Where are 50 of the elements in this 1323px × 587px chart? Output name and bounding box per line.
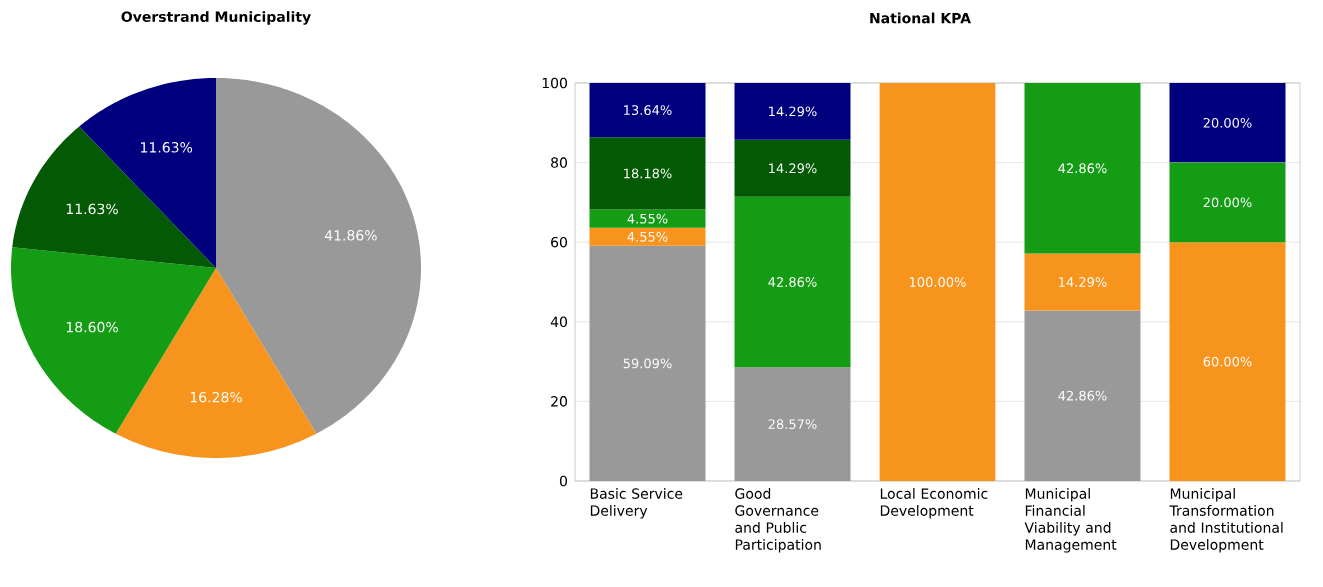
bar [1169,162,1286,243]
bar [879,82,996,481]
data-label: 11.63% [141,142,193,153]
data-label: 18.60% [66,321,118,333]
bar [734,82,851,140]
data-label: 11.63% [66,203,118,215]
y-tick-label: 100 [542,77,567,89]
data-label: 28.57% [768,419,817,430]
data-label: 60.00% [1203,356,1252,367]
y-tick-label: 60 [551,236,567,248]
y-tick-label: 0 [559,475,567,487]
data-label: 20.00% [1203,197,1252,208]
bar [589,137,706,210]
x-tick-label: Basic Service Delivery [590,488,683,519]
data-label: 20.00% [1203,117,1252,128]
bar [734,196,851,368]
data-label: 4.55% [627,213,668,224]
x-tick-label: Good Governance and Public Participation [735,488,821,553]
data-label: 18.18% [624,168,672,179]
data-label: 14.29% [769,163,817,174]
data-label: 41.86% [324,230,377,241]
data-label: 14.29% [1059,277,1107,287]
y-tick-label: 20 [551,396,567,407]
bar [589,245,706,481]
bar [1169,242,1286,481]
bar [734,139,851,197]
data-label: 59.09% [623,358,672,369]
bar [1024,310,1141,481]
bar [1024,253,1141,311]
chart-title: Overstrand Municipality [121,11,311,25]
data-label: 13.64% [624,105,672,116]
x-tick-label: Municipal Transformation and Institutional Development [1169,488,1283,553]
data-label: 42.86% [1058,390,1107,401]
chart-title: National KPA [870,12,971,24]
data-label: 4.55% [627,231,668,242]
data-label: 14.29% [769,106,817,117]
y-tick-label: 40 [550,316,567,328]
bar [589,82,706,138]
x-tick-label: Municipal Financial Viability and Management [1024,488,1117,553]
bar [1169,82,1286,163]
data-label: 100.00% [909,277,966,287]
data-label: 42.86% [768,277,817,287]
data-label: 42.86% [1058,163,1107,174]
bar [589,209,706,228]
data-label: 16.28% [190,391,242,403]
bar [1024,82,1141,254]
bar [589,227,706,246]
y-tick-label: 80 [551,157,567,168]
x-tick-label: Local Economic Development [880,488,988,519]
bar [734,367,851,481]
